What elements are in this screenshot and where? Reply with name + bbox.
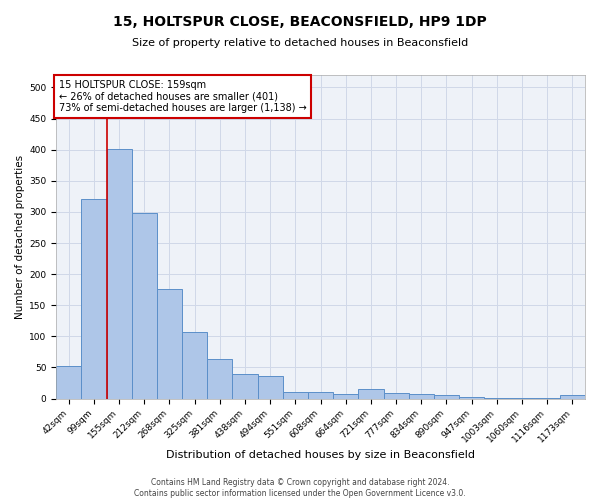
Bar xyxy=(560,396,585,398)
Bar xyxy=(82,200,107,398)
Bar xyxy=(232,374,257,398)
Text: Size of property relative to detached houses in Beaconsfield: Size of property relative to detached ho… xyxy=(132,38,468,48)
Bar xyxy=(383,393,409,398)
Bar xyxy=(409,394,434,398)
Bar xyxy=(308,392,333,398)
Bar xyxy=(257,376,283,398)
Bar xyxy=(107,149,131,398)
Bar xyxy=(56,366,82,398)
Y-axis label: Number of detached properties: Number of detached properties xyxy=(15,154,25,319)
Text: 15 HOLTSPUR CLOSE: 159sqm
← 26% of detached houses are smaller (401)
73% of semi: 15 HOLTSPUR CLOSE: 159sqm ← 26% of detac… xyxy=(59,80,307,113)
Bar xyxy=(283,392,308,398)
X-axis label: Distribution of detached houses by size in Beaconsfield: Distribution of detached houses by size … xyxy=(166,450,475,460)
Bar xyxy=(434,396,459,398)
Bar xyxy=(157,289,182,399)
Bar xyxy=(358,389,383,398)
Bar xyxy=(333,394,358,398)
Text: Contains HM Land Registry data © Crown copyright and database right 2024.
Contai: Contains HM Land Registry data © Crown c… xyxy=(134,478,466,498)
Bar xyxy=(182,332,207,398)
Text: 15, HOLTSPUR CLOSE, BEACONSFIELD, HP9 1DP: 15, HOLTSPUR CLOSE, BEACONSFIELD, HP9 1D… xyxy=(113,15,487,29)
Bar xyxy=(131,213,157,398)
Bar xyxy=(207,358,232,399)
